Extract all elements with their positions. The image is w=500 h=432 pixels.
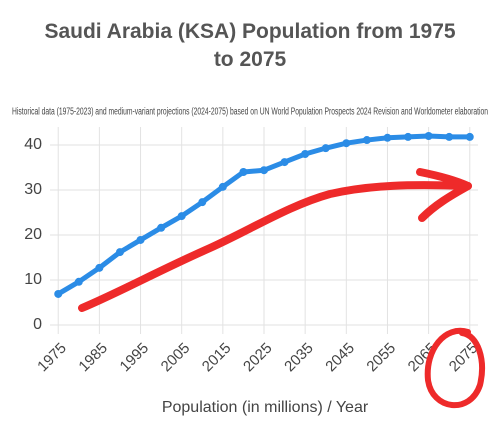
chart-title: Saudi Arabia (KSA) Population from 1975 … bbox=[44, 20, 456, 71]
data-point bbox=[239, 168, 248, 176]
x-tick-label: 1975 bbox=[34, 340, 70, 376]
data-point bbox=[157, 223, 166, 232]
data-point bbox=[198, 198, 207, 207]
x-tick-label: 1995 bbox=[117, 340, 153, 376]
y-tick-label: 30 bbox=[24, 181, 42, 198]
data-point bbox=[218, 182, 227, 191]
y-tick-label: 20 bbox=[24, 226, 42, 243]
annotation-line bbox=[78, 181, 472, 312]
data-point bbox=[280, 158, 289, 167]
data-point bbox=[177, 212, 186, 221]
plot-area: 0 10 20 30 40 1975 1985 1995 2005 2015 2025 2035 204… bbox=[24, 127, 481, 375]
y-tick-label: 0 bbox=[33, 316, 42, 333]
chart-subtitle: Historical data (1975-2023) and medium-v… bbox=[12, 107, 488, 118]
data-point bbox=[465, 132, 474, 141]
data-point bbox=[54, 289, 63, 298]
y-tick-label: 10 bbox=[24, 271, 42, 288]
data-point bbox=[74, 277, 83, 286]
data-point bbox=[136, 235, 145, 244]
annotation-arrow bbox=[416, 168, 472, 222]
red-annotation bbox=[78, 168, 485, 409]
x-tick-label: 2025 bbox=[240, 340, 276, 376]
data-point bbox=[115, 248, 124, 257]
data-point bbox=[342, 139, 351, 148]
x-tick-label: 2045 bbox=[322, 340, 358, 376]
data-point bbox=[404, 132, 413, 141]
x-axis-title: Population (in millions) / Year bbox=[162, 399, 369, 416]
data-point bbox=[95, 263, 104, 272]
x-tick-label: 2055 bbox=[363, 340, 399, 376]
data-point bbox=[383, 133, 392, 142]
x-tick-label: 2015 bbox=[199, 340, 235, 376]
data-point bbox=[362, 136, 371, 145]
data-point bbox=[321, 144, 330, 153]
x-tick-label: 1985 bbox=[75, 340, 111, 376]
data-point bbox=[260, 166, 268, 175]
data-point bbox=[424, 132, 433, 140]
x-tick-label: 2005 bbox=[158, 340, 194, 376]
data-point bbox=[301, 150, 310, 158]
annotation-circle bbox=[424, 327, 485, 409]
y-tick-label: 40 bbox=[24, 136, 42, 153]
data-point bbox=[445, 132, 454, 141]
x-tick-label: 2035 bbox=[281, 340, 317, 376]
